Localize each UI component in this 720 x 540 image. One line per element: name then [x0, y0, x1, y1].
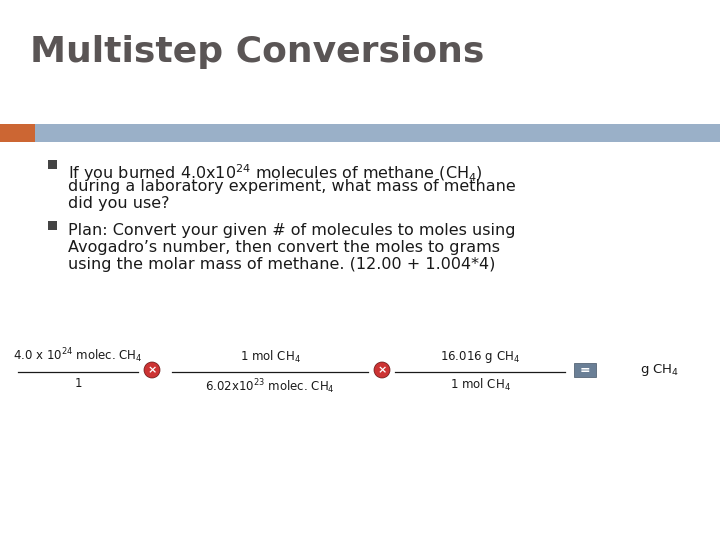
Text: during a laboratory experiment, what mass of methane: during a laboratory experiment, what mas…	[68, 179, 516, 194]
Text: =: =	[580, 363, 590, 376]
Text: Avogadro’s number, then convert the moles to grams: Avogadro’s number, then convert the mole…	[68, 240, 500, 255]
Bar	[48, 160, 57, 169]
Text: using the molar mass of methane. (12.00 + 1.004*4): using the molar mass of methane. (12.00 …	[68, 257, 495, 272]
Text: ×: ×	[377, 365, 387, 375]
Text: g CH$_4$: g CH$_4$	[640, 362, 680, 378]
Text: ×: ×	[148, 365, 157, 375]
Bar	[574, 363, 596, 377]
Text: 16.016 g CH$_4$: 16.016 g CH$_4$	[440, 349, 520, 365]
Text: 4.0 x 10$^{24}$ molec. CH$_4$: 4.0 x 10$^{24}$ molec. CH$_4$	[13, 346, 143, 365]
Text: 1: 1	[74, 377, 82, 390]
Bar	[0, 124, 720, 142]
Text: 1 mol CH$_4$: 1 mol CH$_4$	[449, 377, 510, 393]
Text: 6.02x10$^{23}$ molec. CH$_4$: 6.02x10$^{23}$ molec. CH$_4$	[205, 377, 335, 396]
Circle shape	[144, 362, 160, 378]
Bar	[48, 221, 57, 230]
Bar	[0, 124, 35, 142]
Text: 1 mol CH$_4$: 1 mol CH$_4$	[240, 349, 300, 365]
Text: Multistep Conversions: Multistep Conversions	[30, 35, 485, 69]
Text: Plan: Convert your given # of molecules to moles using: Plan: Convert your given # of molecules …	[68, 223, 516, 238]
Text: If you burned 4.0x10$^{24}$ molecules of methane (CH$_4$): If you burned 4.0x10$^{24}$ molecules of…	[68, 162, 483, 184]
Text: did you use?: did you use?	[68, 196, 169, 211]
Circle shape	[374, 362, 390, 378]
